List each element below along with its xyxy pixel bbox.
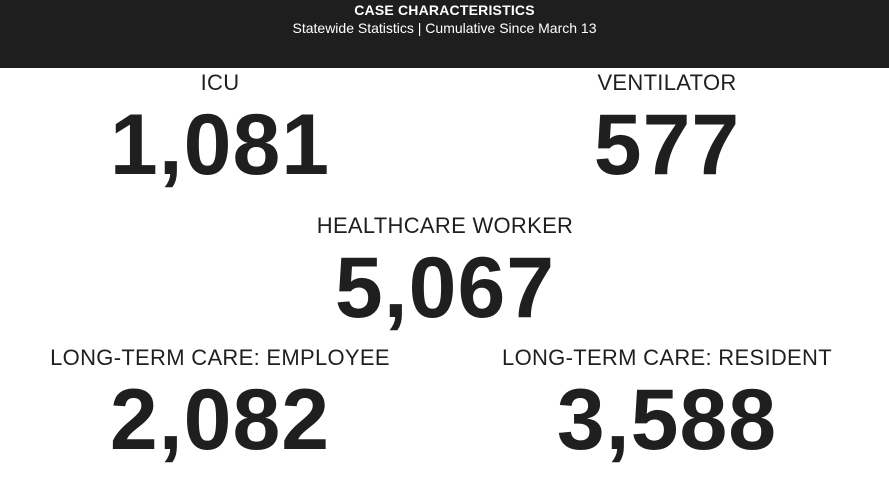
stat-icu-value: 1,081 [109, 97, 331, 193]
stat-ltc-employee: LONG-TERM CARE: EMPLOYEE 2,082 [20, 345, 420, 463]
stat-ltc-resident-label: LONG-TERM CARE: RESIDENT [502, 345, 832, 370]
stat-healthcare-worker-value: 5,067 [334, 240, 556, 336]
stat-healthcare-worker: HEALTHCARE WORKER 5,067 [245, 213, 645, 331]
stat-ventilator-value: 577 [593, 97, 741, 193]
page-header: CASE CHARACTERISTICS Statewide Statistic… [0, 0, 889, 68]
stat-icu-label: ICU [200, 70, 240, 95]
stat-ltc-resident: LONG-TERM CARE: RESIDENT 3,588 [467, 345, 867, 463]
stat-ltc-employee-label: LONG-TERM CARE: EMPLOYEE [50, 345, 390, 370]
stat-healthcare-worker-label: HEALTHCARE WORKER [316, 213, 574, 238]
stat-ltc-resident-value: 3,588 [556, 372, 778, 468]
stat-ventilator-label: VENTILATOR [597, 70, 737, 95]
stat-icu: ICU 1,081 [40, 70, 400, 188]
stat-ventilator: VENTILATOR 577 [487, 70, 847, 188]
page-title: CASE CHARACTERISTICS [354, 2, 535, 18]
stat-ltc-employee-value: 2,082 [109, 372, 331, 468]
page-subtitle: Statewide Statistics | Cumulative Since … [292, 20, 597, 36]
